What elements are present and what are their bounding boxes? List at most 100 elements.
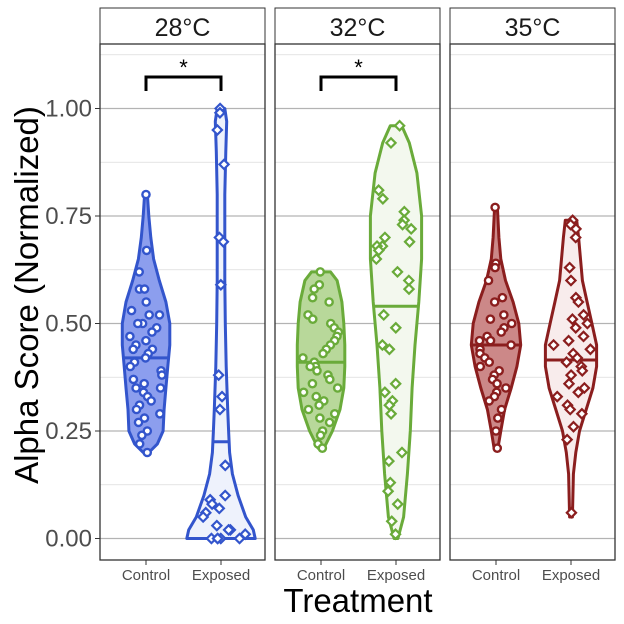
data-point-control — [491, 426, 501, 436]
data-point-exposed — [577, 330, 590, 343]
data-point-exposed — [393, 119, 406, 132]
significance-bracket — [144, 75, 223, 91]
data-point-exposed — [381, 485, 395, 498]
data-point-exposed — [205, 497, 219, 511]
y-axis: 0.00 0.25 0.50 0.75 1.00 — [45, 96, 100, 553]
data-point-exposed — [565, 506, 578, 519]
data-point-exposed — [577, 308, 590, 322]
data-point-control — [125, 331, 135, 342]
data-point-control — [490, 262, 500, 273]
data-point-exposed — [569, 231, 582, 244]
panel-strip — [274, 7, 441, 45]
y-tick-label: 0.25 — [45, 418, 92, 445]
data-point-control — [144, 310, 154, 320]
data-point-exposed — [212, 368, 225, 382]
data-point-control — [139, 284, 150, 294]
data-point-control — [142, 447, 153, 458]
data-point-exposed — [567, 420, 580, 433]
data-point-control — [483, 275, 494, 286]
data-point-control — [128, 374, 139, 385]
data-point-exposed — [372, 244, 385, 257]
data-point-exposed — [569, 321, 582, 334]
data-point-exposed — [214, 278, 227, 291]
data-point-exposed — [385, 515, 398, 528]
data-point-control — [311, 391, 322, 402]
y-tick-label: 0.50 — [45, 311, 92, 338]
data-point-exposed — [233, 532, 246, 545]
data-point-exposed — [396, 218, 409, 231]
data-point-control — [125, 361, 136, 372]
data-point-exposed — [378, 231, 392, 244]
data-point-control — [324, 374, 335, 385]
data-point-control — [298, 353, 308, 363]
data-point-control — [134, 267, 145, 277]
data-point-control — [506, 340, 516, 350]
data-point-exposed — [210, 519, 223, 532]
violin-exposed — [543, 218, 599, 519]
data-point-exposed — [376, 338, 389, 352]
data-point-control — [314, 400, 324, 411]
data-point-exposed — [560, 433, 574, 446]
data-point-control — [474, 335, 485, 346]
data-point-exposed — [376, 192, 390, 205]
data-point-exposed — [562, 334, 575, 347]
data-point-control — [155, 383, 166, 393]
data-point-exposed — [572, 386, 585, 399]
data-point-control — [484, 396, 494, 406]
data-point-exposed — [564, 403, 577, 416]
data-point-control — [315, 413, 325, 423]
data-point-exposed — [222, 523, 235, 537]
data-point-exposed — [547, 338, 560, 352]
panel-strip — [99, 7, 266, 45]
data-point-exposed — [384, 407, 398, 420]
data-point-control — [493, 413, 503, 423]
x-tick-label: Control — [472, 567, 520, 584]
data-point-exposed — [564, 274, 578, 287]
x-tick-label: Exposed — [192, 567, 250, 584]
data-point-control — [131, 404, 142, 415]
data-point-control — [315, 267, 326, 277]
data-point-control — [131, 383, 141, 393]
y-tick-label: 1.00 — [45, 96, 92, 123]
data-point-control — [137, 430, 147, 441]
data-point-exposed — [389, 528, 402, 541]
data-point-control — [146, 396, 156, 406]
data-point-exposed — [215, 390, 229, 403]
panel-1: 28°C * Control Exposed — [99, 7, 266, 584]
data-point-exposed — [384, 136, 398, 150]
data-point-control — [298, 387, 309, 398]
data-point-exposed — [211, 532, 224, 545]
data-point-control — [154, 310, 165, 320]
data-point-exposed — [584, 343, 597, 356]
x-axis-title: Treatment — [283, 582, 432, 619]
data-point-exposed — [377, 308, 390, 322]
data-point-exposed — [572, 295, 585, 309]
data-point-exposed — [217, 158, 231, 171]
panel-border — [99, 43, 266, 561]
data-point-control — [506, 318, 517, 329]
data-point-exposed — [391, 265, 404, 279]
data-point-control — [332, 383, 343, 393]
data-point-exposed — [566, 313, 579, 326]
data-point-exposed — [389, 377, 402, 390]
data-point-control — [133, 417, 144, 428]
data-point-control — [307, 378, 318, 389]
data-point-control — [312, 365, 322, 376]
data-point-control — [317, 443, 328, 454]
data-point-control — [489, 297, 500, 307]
data-point-control — [318, 348, 328, 359]
data-point-control — [497, 292, 508, 303]
data-point-exposed — [378, 386, 392, 399]
data-point-control — [485, 335, 496, 346]
data-point-exposed — [395, 446, 409, 459]
data-point-exposed — [370, 252, 383, 266]
data-point-control — [492, 443, 503, 454]
panel-3: 35°C Control Exposed — [449, 7, 616, 584]
data-point-control — [139, 378, 149, 389]
data-point-control — [133, 318, 143, 329]
data-point-exposed — [219, 459, 232, 472]
data-point-control — [147, 327, 157, 337]
data-point-exposed — [551, 390, 564, 403]
data-point-exposed — [576, 364, 589, 377]
